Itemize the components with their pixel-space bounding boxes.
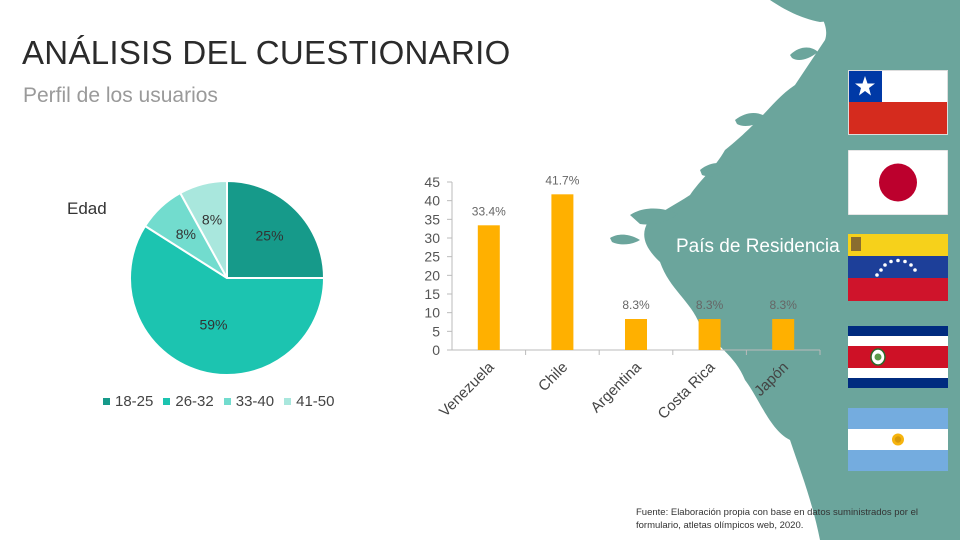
y-tick-label: 5 xyxy=(432,323,440,339)
y-tick-label: 15 xyxy=(424,286,440,302)
legend-label: 26-32 xyxy=(175,393,214,410)
chile-flag-icon xyxy=(848,70,948,135)
legend-item-33-40: 33-40 xyxy=(223,393,275,410)
legend-label: 33-40 xyxy=(235,393,275,410)
y-tick-label: 25 xyxy=(424,249,440,265)
pie-slice-18-25 xyxy=(226,179,326,279)
legend-label: 18-25 xyxy=(115,393,154,410)
source-note: Fuente: Elaboración propia con base en d… xyxy=(636,507,919,531)
pie-data-label: 59% xyxy=(199,317,227,333)
legend-swatch xyxy=(163,398,171,405)
bar-data-label: 8.3% xyxy=(696,298,724,312)
y-tick-label: 20 xyxy=(424,267,440,283)
page-title: ANÁLISIS DEL CUESTIONARIO xyxy=(22,34,511,71)
y-tick-label: 30 xyxy=(424,230,440,246)
y-tick-label: 35 xyxy=(424,211,440,227)
bar-chart-title: País de Residencia xyxy=(676,236,840,257)
bar-data-label: 8.3% xyxy=(770,298,798,312)
page-subtitle: Perfil de los usuarios xyxy=(23,84,218,107)
legend-item-18-25: 18-25 xyxy=(103,393,153,410)
x-category-label: Costa Rica xyxy=(655,358,719,422)
x-category-label: Japón xyxy=(751,359,792,400)
pie-legend: 18-25 26-32 33-40 41-50 xyxy=(103,393,335,410)
legend-item-41-50: 41-50 xyxy=(284,393,335,410)
bar-data-label: 8.3% xyxy=(622,298,650,312)
bar-Japón xyxy=(772,319,795,350)
pie-slice-41-50 xyxy=(178,179,228,279)
legend-swatch xyxy=(223,398,231,405)
legend-swatch xyxy=(103,398,110,405)
costa-rica-flag-icon xyxy=(848,326,948,388)
argentina-flag-icon xyxy=(848,408,948,471)
pie-data-label: 8% xyxy=(202,212,222,228)
japan-flag-icon xyxy=(848,150,948,215)
brush-stroke-top xyxy=(770,0,960,22)
y-tick-label: 10 xyxy=(424,305,440,321)
pie-slice-26-32 xyxy=(129,224,326,376)
x-category-label: Argentina xyxy=(587,358,645,416)
venezuela-flag-icon xyxy=(848,234,948,301)
legend-item-26-32: 26-32 xyxy=(163,393,214,410)
brush-stroke-main xyxy=(644,0,960,540)
bar-data-label: 41.7% xyxy=(545,173,579,187)
y-tick-label: 45 xyxy=(424,174,440,190)
bar-data-label: 33.4% xyxy=(472,204,506,218)
bar-Chile xyxy=(551,194,574,350)
pie-data-label: 25% xyxy=(256,227,284,243)
pie-data-label: 8% xyxy=(176,226,196,242)
x-category-label: Chile xyxy=(535,359,571,395)
bar-Costa Rica xyxy=(698,319,721,350)
legend-label: 41-50 xyxy=(296,393,335,410)
legend-swatch xyxy=(284,398,292,405)
pie-chart-title: Edad xyxy=(67,199,107,218)
bar-Argentina xyxy=(625,319,647,350)
y-tick-label: 0 xyxy=(432,342,440,358)
x-category-label: Venezuela xyxy=(436,358,498,420)
bar-Venezuela xyxy=(477,225,500,350)
y-tick-label: 40 xyxy=(424,193,440,209)
